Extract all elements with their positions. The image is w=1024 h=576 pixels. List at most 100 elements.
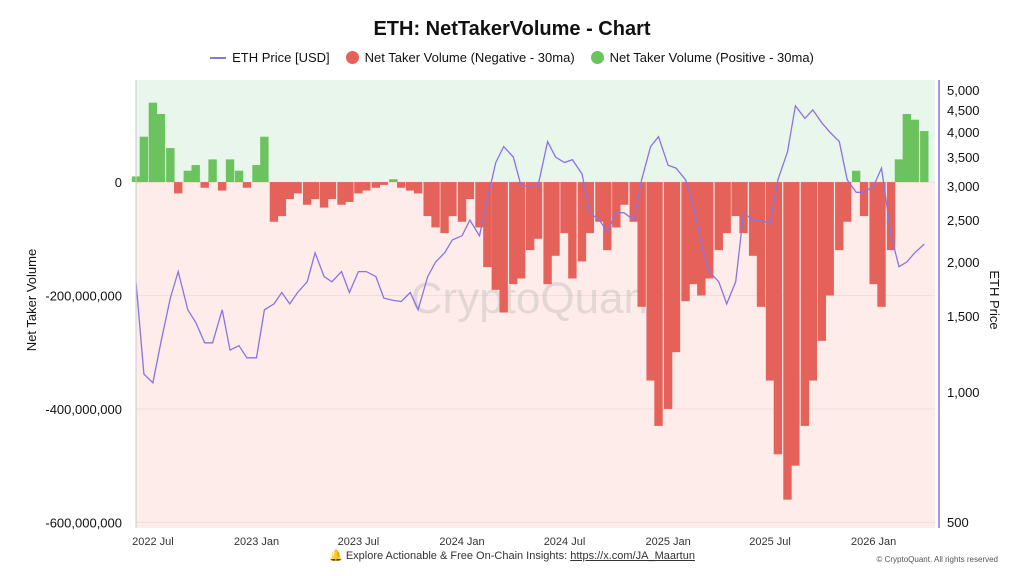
y-left-tick-label: -600,000,000	[45, 515, 122, 530]
negative-bar	[612, 182, 621, 228]
negative-bar	[491, 182, 500, 290]
negative-bar	[200, 182, 209, 188]
positive-bar	[234, 170, 244, 183]
positive-bar	[902, 114, 912, 183]
negative-bar	[663, 182, 673, 409]
positive-bar	[183, 170, 192, 183]
negative-bar	[791, 182, 800, 466]
negative-bar	[646, 182, 655, 381]
legend: ETH Price [USD] Net Taker Volume (Negati…	[0, 50, 1024, 65]
negative-bar	[568, 182, 577, 279]
negative-bar	[842, 182, 852, 222]
y-right-tick-label: 1,500	[947, 309, 980, 324]
negative-bar	[413, 182, 423, 194]
positive-bar	[191, 165, 200, 183]
footer-link[interactable]: https://x.com/JA_Maartun	[570, 550, 695, 562]
negative-bar	[835, 182, 844, 251]
negative-bar	[671, 182, 681, 353]
y-left-tick-label: -400,000,000	[45, 402, 122, 417]
y-right-tick-label: 5,000	[947, 83, 980, 98]
positive-bar	[252, 165, 261, 183]
negative-bar	[345, 182, 354, 202]
legend-label: Net Taker Volume (Negative - 30ma)	[364, 50, 575, 65]
negative-bar	[543, 182, 552, 285]
negative-bar	[269, 182, 279, 222]
negative-bar	[337, 182, 346, 205]
negative-bar	[705, 182, 714, 279]
bell-icon: 🔔	[329, 550, 343, 562]
y-right-tick-label: 4,000	[947, 125, 980, 140]
copyright: © CryptoQuant. All rights reserved	[876, 555, 999, 564]
negative-bar	[509, 182, 518, 285]
negative-bar	[825, 182, 834, 296]
legend-item-positive[interactable]: Net Taker Volume (Positive - 30ma)	[590, 50, 814, 65]
y-right-tick-label: 2,500	[947, 213, 980, 228]
negative-bar	[697, 182, 706, 296]
negative-bar	[310, 182, 320, 200]
negative-bar	[869, 182, 878, 285]
negative-bar	[293, 182, 302, 194]
x-tick-label: 2023 Jul	[338, 536, 380, 548]
positive-bar	[894, 159, 904, 183]
negative-bar	[739, 182, 748, 234]
negative-bar	[371, 182, 381, 188]
negative-bar	[533, 182, 543, 239]
negative-bar	[637, 182, 646, 307]
positive-bar	[208, 159, 217, 183]
y-left-tick-label: -200,000,000	[45, 288, 122, 303]
negative-bar	[431, 182, 440, 228]
y-left-axis-title: Net Taker Volume	[24, 249, 39, 351]
dot-swatch	[345, 51, 359, 64]
negative-bar	[319, 182, 329, 208]
negative-bar	[354, 182, 363, 194]
negative-bar	[174, 182, 183, 194]
y-right-tick-label: 2,000	[947, 255, 980, 270]
negative-bar	[765, 182, 775, 381]
negative-bar	[800, 182, 810, 426]
negative-bar	[629, 182, 638, 222]
negative-bar	[379, 182, 388, 185]
legend-item-negative[interactable]: Net Taker Volume (Negative - 30ma)	[345, 50, 575, 65]
x-tick-label: 2025 Jul	[749, 536, 791, 548]
negative-bar	[577, 182, 587, 262]
y-right-tick-label: 1,000	[947, 385, 980, 400]
negative-bar	[406, 182, 415, 191]
negative-bar	[217, 182, 227, 191]
positive-background	[136, 80, 935, 183]
positive-bar	[156, 114, 165, 183]
negative-bar	[714, 182, 723, 251]
negative-bar	[448, 182, 457, 217]
watermark: CryptoQuant	[411, 274, 660, 323]
y-right-tick-label: 500	[947, 515, 969, 530]
negative-bar	[440, 182, 449, 234]
negative-bar	[362, 182, 371, 191]
negative-bar	[499, 182, 508, 313]
x-tick-label: 2026 Jan	[851, 536, 896, 548]
x-tick-label: 2024 Jul	[544, 536, 586, 548]
positive-bar	[139, 136, 149, 183]
positive-bar	[910, 119, 919, 183]
negative-bar	[886, 182, 896, 251]
price-line	[135, 104, 925, 385]
legend-item-price[interactable]: ETH Price [USD]	[210, 50, 330, 65]
negative-bar	[302, 182, 312, 205]
negative-bar	[551, 182, 560, 256]
negative-bar	[595, 182, 604, 222]
negative-bar	[689, 182, 698, 285]
negative-bar	[397, 182, 406, 188]
negative-bar	[756, 182, 766, 307]
negative-bar	[585, 182, 595, 234]
positive-bar	[225, 159, 235, 183]
x-tick-label: 2022 Jul	[132, 536, 174, 548]
positive-bar	[148, 102, 158, 183]
y-right-tick-label: 4,500	[947, 103, 980, 118]
positive-bar	[920, 131, 929, 183]
y-right-tick-label: 3,000	[947, 179, 980, 194]
positive-bar	[166, 148, 175, 183]
negative-bar	[681, 182, 690, 302]
negative-bar	[525, 182, 535, 251]
negative-bar	[242, 182, 252, 188]
negative-bar	[475, 182, 484, 228]
negative-bar	[277, 182, 287, 217]
